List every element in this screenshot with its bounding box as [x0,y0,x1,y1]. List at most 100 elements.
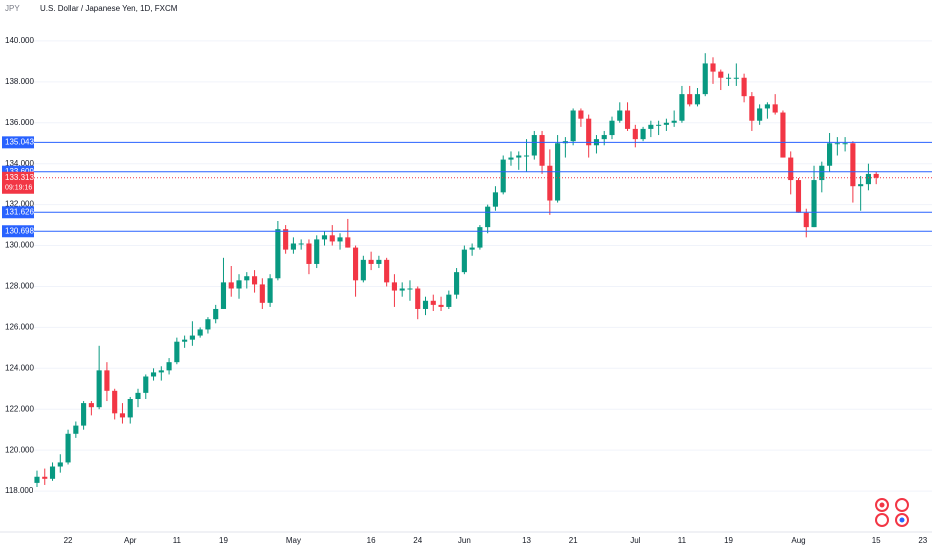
candle-body [624,110,631,129]
candle-body [523,155,530,157]
level-label-box [2,206,34,219]
candle-body [733,77,739,79]
candle-body [275,229,281,279]
candle-body [477,227,483,248]
candles [34,53,879,487]
candle-body [508,157,514,160]
level-label: 135.043 [5,137,34,146]
candle-body [166,362,172,371]
candle-body [485,206,491,228]
candle-body [259,284,265,303]
y-tick-label: 124.000 [5,363,34,372]
y-tick-label: 140.000 [5,36,34,45]
candle-body [57,462,63,467]
candle-body [251,276,258,285]
x-tick-label: 22 [64,536,73,545]
y-tick-label: 130.000 [5,241,34,250]
candle-body [283,229,289,250]
candle-body [360,259,366,281]
candle-body [788,157,794,181]
candle-body [42,476,48,479]
candle-body [220,282,227,309]
x-tick-label: 21 [569,536,578,545]
y-tick-label: 118.000 [5,486,34,495]
candle-body [143,376,149,393]
candle-body [119,413,126,418]
candle-body [578,110,584,119]
candle-body [850,143,856,187]
candle-body [399,288,405,291]
candle-body [516,155,522,158]
candle-body [65,433,71,463]
x-tick-label: 11 [173,536,182,545]
candle-body [858,184,864,187]
candle-body [827,143,833,166]
candle-body [819,165,825,181]
candle-body [337,237,343,242]
candle-body [306,243,312,264]
candle-body [780,112,786,158]
candle-body [127,399,133,418]
candle-body [236,280,242,289]
candle-body [749,96,755,121]
y-tick-label: 126.000 [5,322,34,331]
candle-body [702,63,708,95]
candle-body [329,235,335,242]
candle-body [648,124,654,129]
candle-body [842,143,848,145]
x-tick-label: 13 [522,536,531,545]
x-tick-label: 19 [724,536,733,545]
candle-body [656,124,662,126]
candle-body [741,77,747,97]
x-tick-label: May [286,536,301,545]
candle-body [345,237,351,248]
candle-body [290,243,296,250]
symbol-label: JPY [5,4,20,13]
last-price-box [2,171,34,194]
x-tick-label: Jul [630,536,640,545]
candle-body [865,173,871,185]
candle-body [49,466,56,479]
x-tick-label: 11 [678,536,687,545]
candle-body [539,135,545,166]
candle-body [500,159,506,193]
candle-body [640,128,646,140]
candle-body [112,390,118,414]
candle-body [632,128,638,140]
flag-icons [875,498,909,527]
candle-body [391,282,397,291]
last-price-label: 133.313 [5,173,34,182]
candle-body [81,403,87,426]
x-tick-label: Jun [458,536,471,545]
candle-body [764,104,770,109]
candle-body [469,247,475,250]
y-tick-label: 122.000 [5,404,34,413]
candle-body [772,104,778,113]
y-tick-label: 128.000 [5,282,34,291]
x-tick-label: 16 [367,536,376,545]
candle-body [687,94,693,105]
candle-body [694,94,701,105]
candle-body [205,319,211,330]
candle-body [104,370,110,391]
level-label: 133.609 [5,167,34,176]
candle-body [88,403,94,408]
candle-body [353,247,359,281]
candle-body [811,180,817,228]
candle-body [873,173,879,178]
x-tick-label: 15 [872,536,881,545]
chart-title: U.S. Dollar / Japanese Yen, 1D, FXCM [40,4,178,13]
candle-body [267,278,273,303]
level-label-box [2,136,34,149]
candle-body [135,392,141,399]
candle-body [415,288,421,309]
candle-body [298,243,304,245]
candle-body [150,372,157,377]
candle-body [189,335,195,340]
candle-body [757,108,763,121]
candle-body [376,259,382,264]
level-label-box [2,225,34,238]
candle-body [454,272,460,295]
